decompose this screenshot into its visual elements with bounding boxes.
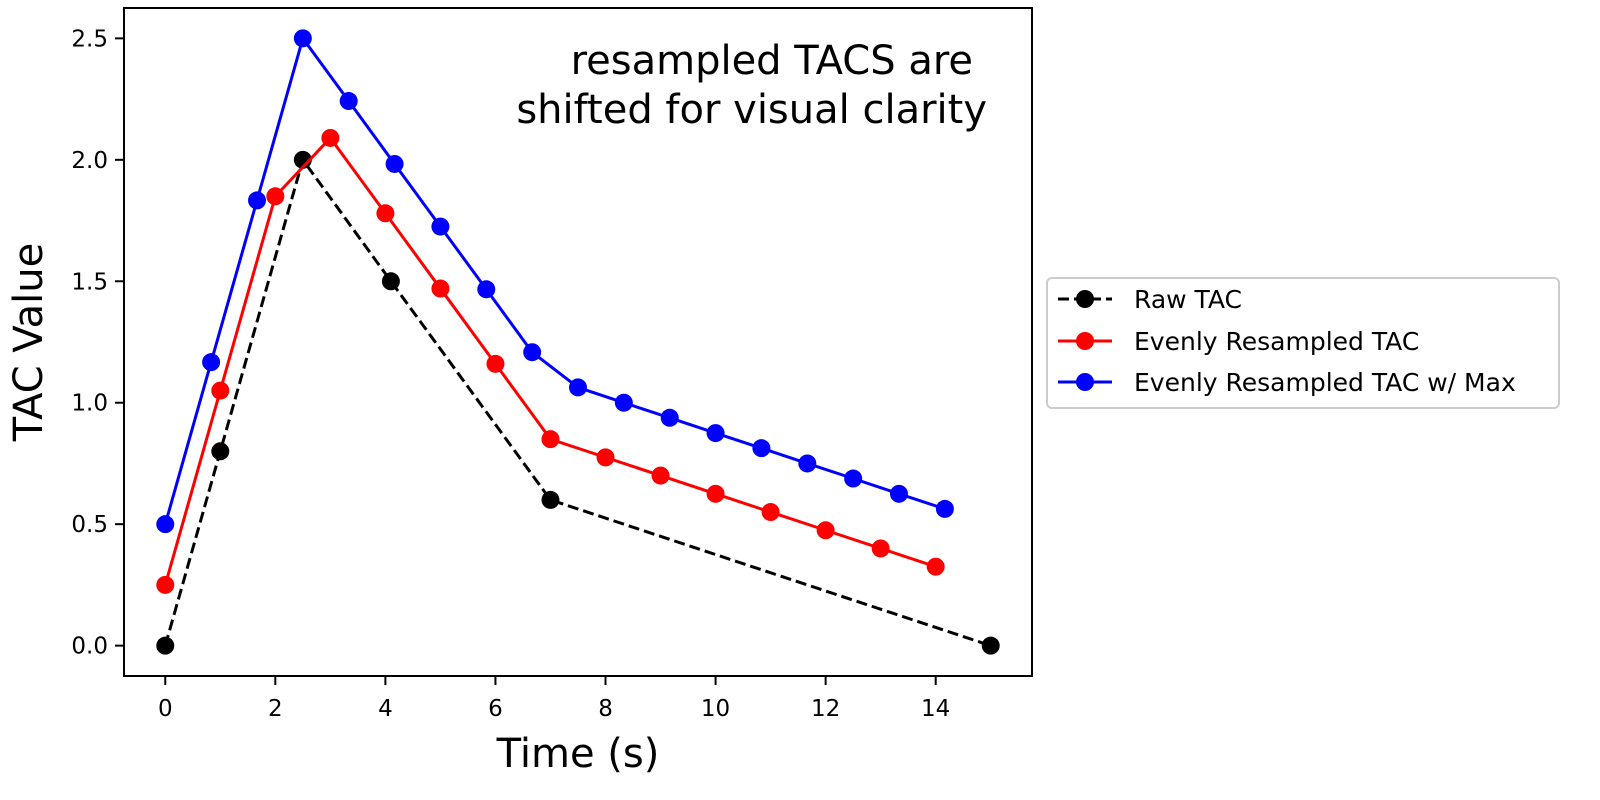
- data-point: [844, 469, 863, 488]
- data-point: [761, 503, 780, 522]
- data-point: [477, 280, 496, 299]
- x-tick-label: 12: [811, 696, 840, 722]
- legend-marker-1: [1076, 332, 1094, 350]
- series-line: [163, 158, 992, 648]
- data-point: [156, 636, 175, 655]
- data-point: [569, 378, 587, 397]
- legend: Raw TAC Evenly Resampled TAC Evenly Resamp…: [1046, 277, 1560, 409]
- data-point: [266, 187, 285, 206]
- x-tick-label: 10: [701, 696, 730, 722]
- data-point: [926, 557, 945, 576]
- y-tick-label: 2.0: [71, 148, 108, 174]
- data-point: [706, 424, 725, 443]
- plot-frame: [123, 7, 1033, 677]
- legend-label-2: Evenly Resampled TAC w/ Max: [1134, 368, 1516, 397]
- series-line: [163, 136, 937, 586]
- annotation-line-1: resampled TACS are: [571, 38, 973, 84]
- y-tick-label: 2.5: [71, 26, 108, 52]
- data-point: [156, 575, 175, 594]
- data-point: [385, 154, 404, 173]
- y-tick-label: 0.0: [71, 634, 108, 660]
- data-point: [614, 393, 633, 412]
- data-point: [248, 191, 267, 210]
- legend-marker-0: [1076, 290, 1094, 308]
- x-tick-label: 4: [378, 696, 393, 722]
- series-0: [156, 150, 1000, 655]
- data-point: [339, 92, 358, 111]
- data-point: [381, 272, 400, 291]
- x-tick-label: 0: [158, 696, 173, 722]
- data-point: [202, 353, 221, 372]
- x-tick-label: 14: [921, 696, 950, 722]
- data-point: [523, 343, 542, 362]
- data-point: [752, 439, 771, 458]
- y-axis-title: TAC Value: [6, 243, 52, 442]
- data-point: [651, 466, 670, 485]
- data-point: [431, 279, 450, 298]
- series-2: [156, 29, 954, 534]
- x-tick-label: 2: [268, 696, 283, 722]
- y-tick-label: 1.5: [71, 269, 108, 295]
- data-point: [431, 217, 450, 236]
- data-point: [798, 454, 817, 473]
- data-point: [293, 29, 312, 48]
- data-point: [706, 484, 725, 503]
- axes-layer: 0 2 4 6 8 10 12 14 0.0 0.5 1.0 1.5 2.0 2.5: [71, 26, 950, 722]
- data-point: [871, 539, 890, 558]
- legend-frame: [1046, 277, 1560, 409]
- data-point: [486, 354, 505, 373]
- x-tick-label: 8: [598, 696, 613, 722]
- x-tick-label: 6: [488, 696, 503, 722]
- data-point: [660, 408, 679, 427]
- data-point: [211, 442, 230, 461]
- data-point: [376, 204, 395, 223]
- data-point: [935, 499, 954, 518]
- legend-label-0: Raw TAC: [1134, 285, 1242, 314]
- data-point: [541, 490, 560, 509]
- y-tick-label: 0.5: [71, 512, 108, 538]
- data-point: [889, 484, 908, 503]
- annotation-line-2: shifted for visual clarity: [516, 87, 987, 133]
- data-point: [596, 448, 615, 467]
- x-axis-title: Time (s): [496, 731, 660, 777]
- data-point: [981, 636, 1000, 655]
- data-point: [211, 381, 230, 400]
- data-point: [156, 515, 175, 534]
- legend-label-1: Evenly Resampled TAC: [1134, 327, 1419, 356]
- data-point: [816, 521, 835, 540]
- plot-layer: [156, 29, 1000, 655]
- series-1: [156, 128, 945, 594]
- data-point: [321, 128, 340, 147]
- legend-marker-2: [1076, 373, 1094, 391]
- data-point: [541, 430, 560, 449]
- y-tick-label: 1.0: [71, 391, 108, 417]
